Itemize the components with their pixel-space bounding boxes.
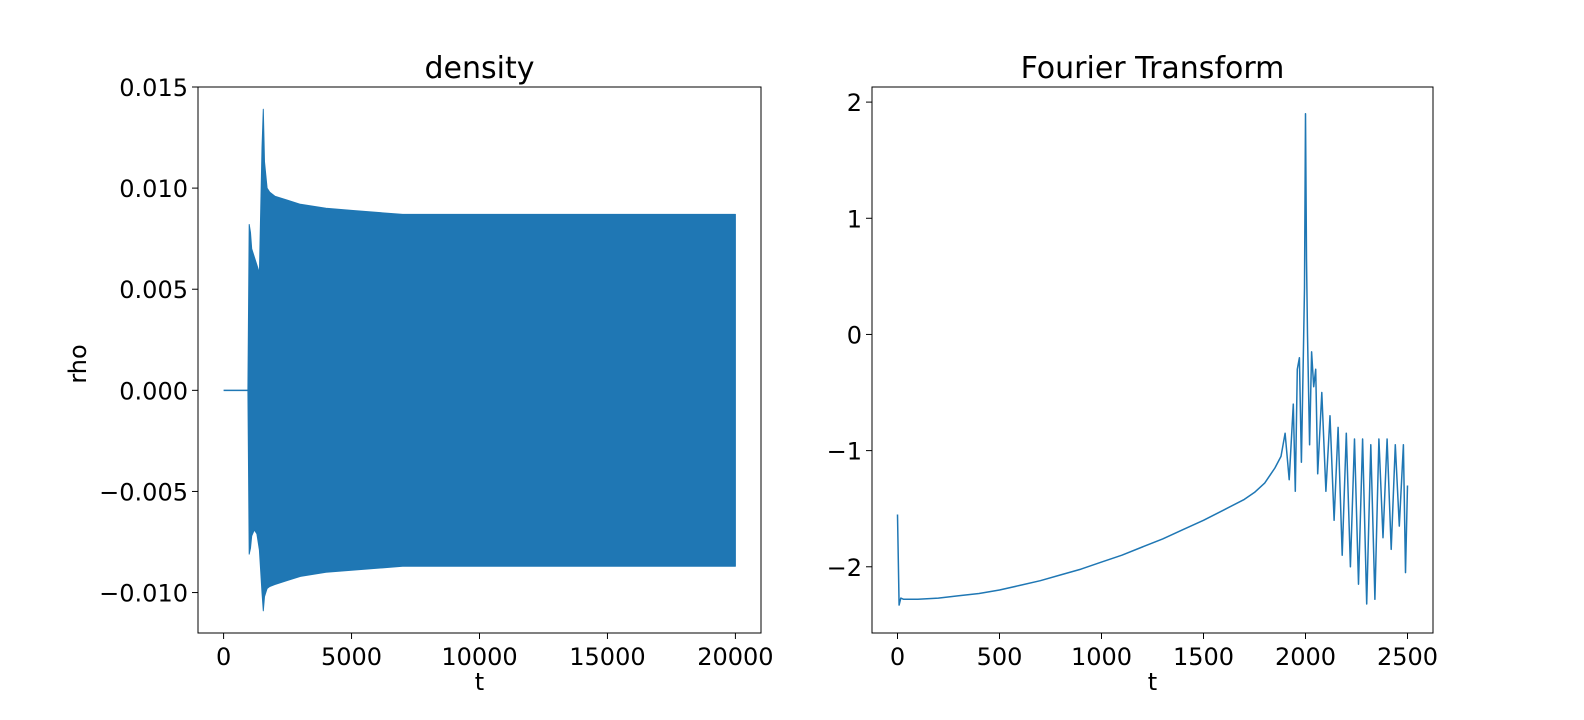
density-oscillation-band (247, 108, 736, 612)
fourier-series-line (896, 112, 1409, 606)
fourier-y-tick-label: 1 (847, 205, 862, 233)
fourier-panel: 0 500 1000 1500 2000 2500 −2 −1 0 1 2 Fourier Tra… (827, 51, 1438, 696)
density-y-ticks: −0.010 −0.005 0.000 0.005 0.010 0.015 (99, 74, 198, 608)
fourier-x-tick-label: 1500 (1173, 643, 1234, 671)
fourier-y-tick-label: −2 (827, 554, 862, 582)
density-y-tick-label: 0.005 (119, 276, 188, 304)
fourier-plot-area (896, 112, 1409, 606)
fourier-y-tick-label: 0 (847, 321, 862, 349)
density-y-tick-label: 0.010 (119, 175, 188, 203)
density-x-tick-label: 0 (216, 643, 231, 671)
density-y-tick-label: −0.010 (99, 580, 188, 608)
fourier-x-tick-label: 0 (890, 643, 905, 671)
fourier-x-tick-label: 500 (977, 643, 1023, 671)
fourier-y-tick-label: 2 (847, 89, 862, 117)
fourier-x-tick-label: 1000 (1071, 643, 1132, 671)
density-x-tick-label: 20000 (697, 643, 773, 671)
density-y-tick-label: 0.000 (119, 377, 188, 405)
density-y-tick-label: 0.015 (119, 74, 188, 102)
density-y-axis-label: rho (64, 344, 92, 383)
density-x-axis-label: t (475, 668, 484, 696)
density-plot-area (223, 108, 736, 612)
density-x-ticks: 0 5000 10000 15000 20000 (216, 633, 774, 671)
fourier-y-ticks: −2 −1 0 1 2 (827, 89, 872, 582)
fourier-x-axis-label: t (1148, 668, 1157, 696)
fourier-title: Fourier Transform (1021, 51, 1285, 86)
density-panel: 0 5000 10000 15000 20000 −0.010 −0.005 0.000 0.… (64, 51, 774, 696)
fourier-x-tick-label: 2500 (1377, 643, 1438, 671)
density-x-tick-label: 15000 (569, 643, 645, 671)
density-y-tick-label: −0.005 (99, 478, 188, 506)
density-x-tick-label: 5000 (321, 643, 382, 671)
fourier-y-tick-label: −1 (827, 438, 862, 466)
fourier-x-ticks: 0 500 1000 1500 2000 2500 (890, 633, 1438, 671)
fourier-x-tick-label: 2000 (1275, 643, 1336, 671)
density-title: density (425, 51, 535, 86)
fourier-axes-frame (871, 86, 1434, 634)
density-x-tick-label: 10000 (441, 643, 517, 671)
